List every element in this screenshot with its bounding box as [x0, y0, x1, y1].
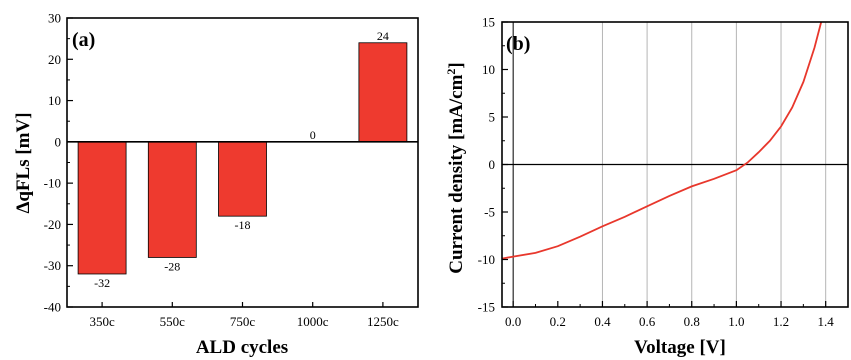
- b-x-tick-label: 0.6: [639, 314, 656, 329]
- a-x-tick-label-1000c: 1000c: [297, 314, 329, 329]
- b-y-tick-label: -15: [478, 300, 495, 315]
- a-data-label-1000c: 0: [310, 128, 316, 142]
- a-panel-label: (a): [72, 29, 95, 51]
- b-y-tick-label: 10: [482, 62, 495, 77]
- a-y-tick-label: -10: [44, 176, 61, 191]
- b-y-tick-label: -5: [484, 205, 495, 220]
- b-y-axis-title-end: ]: [446, 62, 467, 68]
- a-bar-350c: [77, 141, 127, 275]
- b-y-tick-label: 0: [489, 157, 496, 172]
- a-data-label-350c: -32: [94, 276, 110, 290]
- b-x-tick-label: 0.8: [684, 314, 700, 329]
- a-x-tick-label-550c: 550c: [160, 314, 186, 329]
- a-y-tick-label: 10: [48, 93, 61, 108]
- panel-a-bar-chart: -32 -28 -18 0 24 -40 -30 -20 -10 0 10 20 30 350c 550…: [13, 11, 419, 358]
- b-x-tick-label: 0.0: [505, 314, 521, 329]
- a-y-tick-label: -30: [44, 258, 61, 273]
- a-data-label-1250c: 24: [377, 29, 389, 43]
- b-x-tick-label: 1.0: [728, 314, 744, 329]
- a-bar-750c: [218, 141, 267, 217]
- a-x-axis-title: ALD cycles: [196, 337, 288, 358]
- a-y-tick-label: 30: [48, 11, 61, 26]
- a-x-tick-label-1250c: 1250c: [367, 314, 399, 329]
- a-data-label-550c: -28: [164, 259, 180, 273]
- a-x-tick-label-350c: 350c: [89, 314, 115, 329]
- a-y-tick-label: 20: [48, 52, 61, 67]
- b-y-axis-title: Current density [mA/cm2]: [444, 62, 467, 273]
- b-x-axis-title: Voltage [V]: [634, 337, 726, 358]
- a-bar-550c: [147, 141, 197, 258]
- a-y-tick-label: -20: [44, 217, 61, 232]
- b-y-tick-label: 5: [489, 110, 496, 125]
- b-y-axis-title-main: Current density [mA/cm: [446, 74, 467, 273]
- a-y-axis-title: ΔqFLs [mV]: [13, 112, 34, 213]
- b-y-tick-label: -10: [478, 252, 495, 267]
- b-y-axis-title-sup: 2: [444, 69, 458, 75]
- a-data-label-750c: -18: [235, 218, 251, 232]
- a-y-tick-label: -40: [44, 300, 61, 315]
- b-x-tick-label: 1.4: [818, 314, 835, 329]
- a-x-tick-label-750c: 750c: [230, 314, 256, 329]
- b-panel-label: (b): [506, 33, 530, 55]
- a-y-tick-label: 0: [55, 134, 62, 149]
- b-x-tick-label: 0.2: [550, 314, 566, 329]
- b-y-tick-label: 15: [482, 15, 495, 30]
- b-jv-curve: [501, 21, 823, 260]
- a-bar-1250c: [358, 42, 408, 143]
- b-x-tick-label: 0.4: [594, 314, 611, 329]
- b-x-tick-label: 1.2: [773, 314, 789, 329]
